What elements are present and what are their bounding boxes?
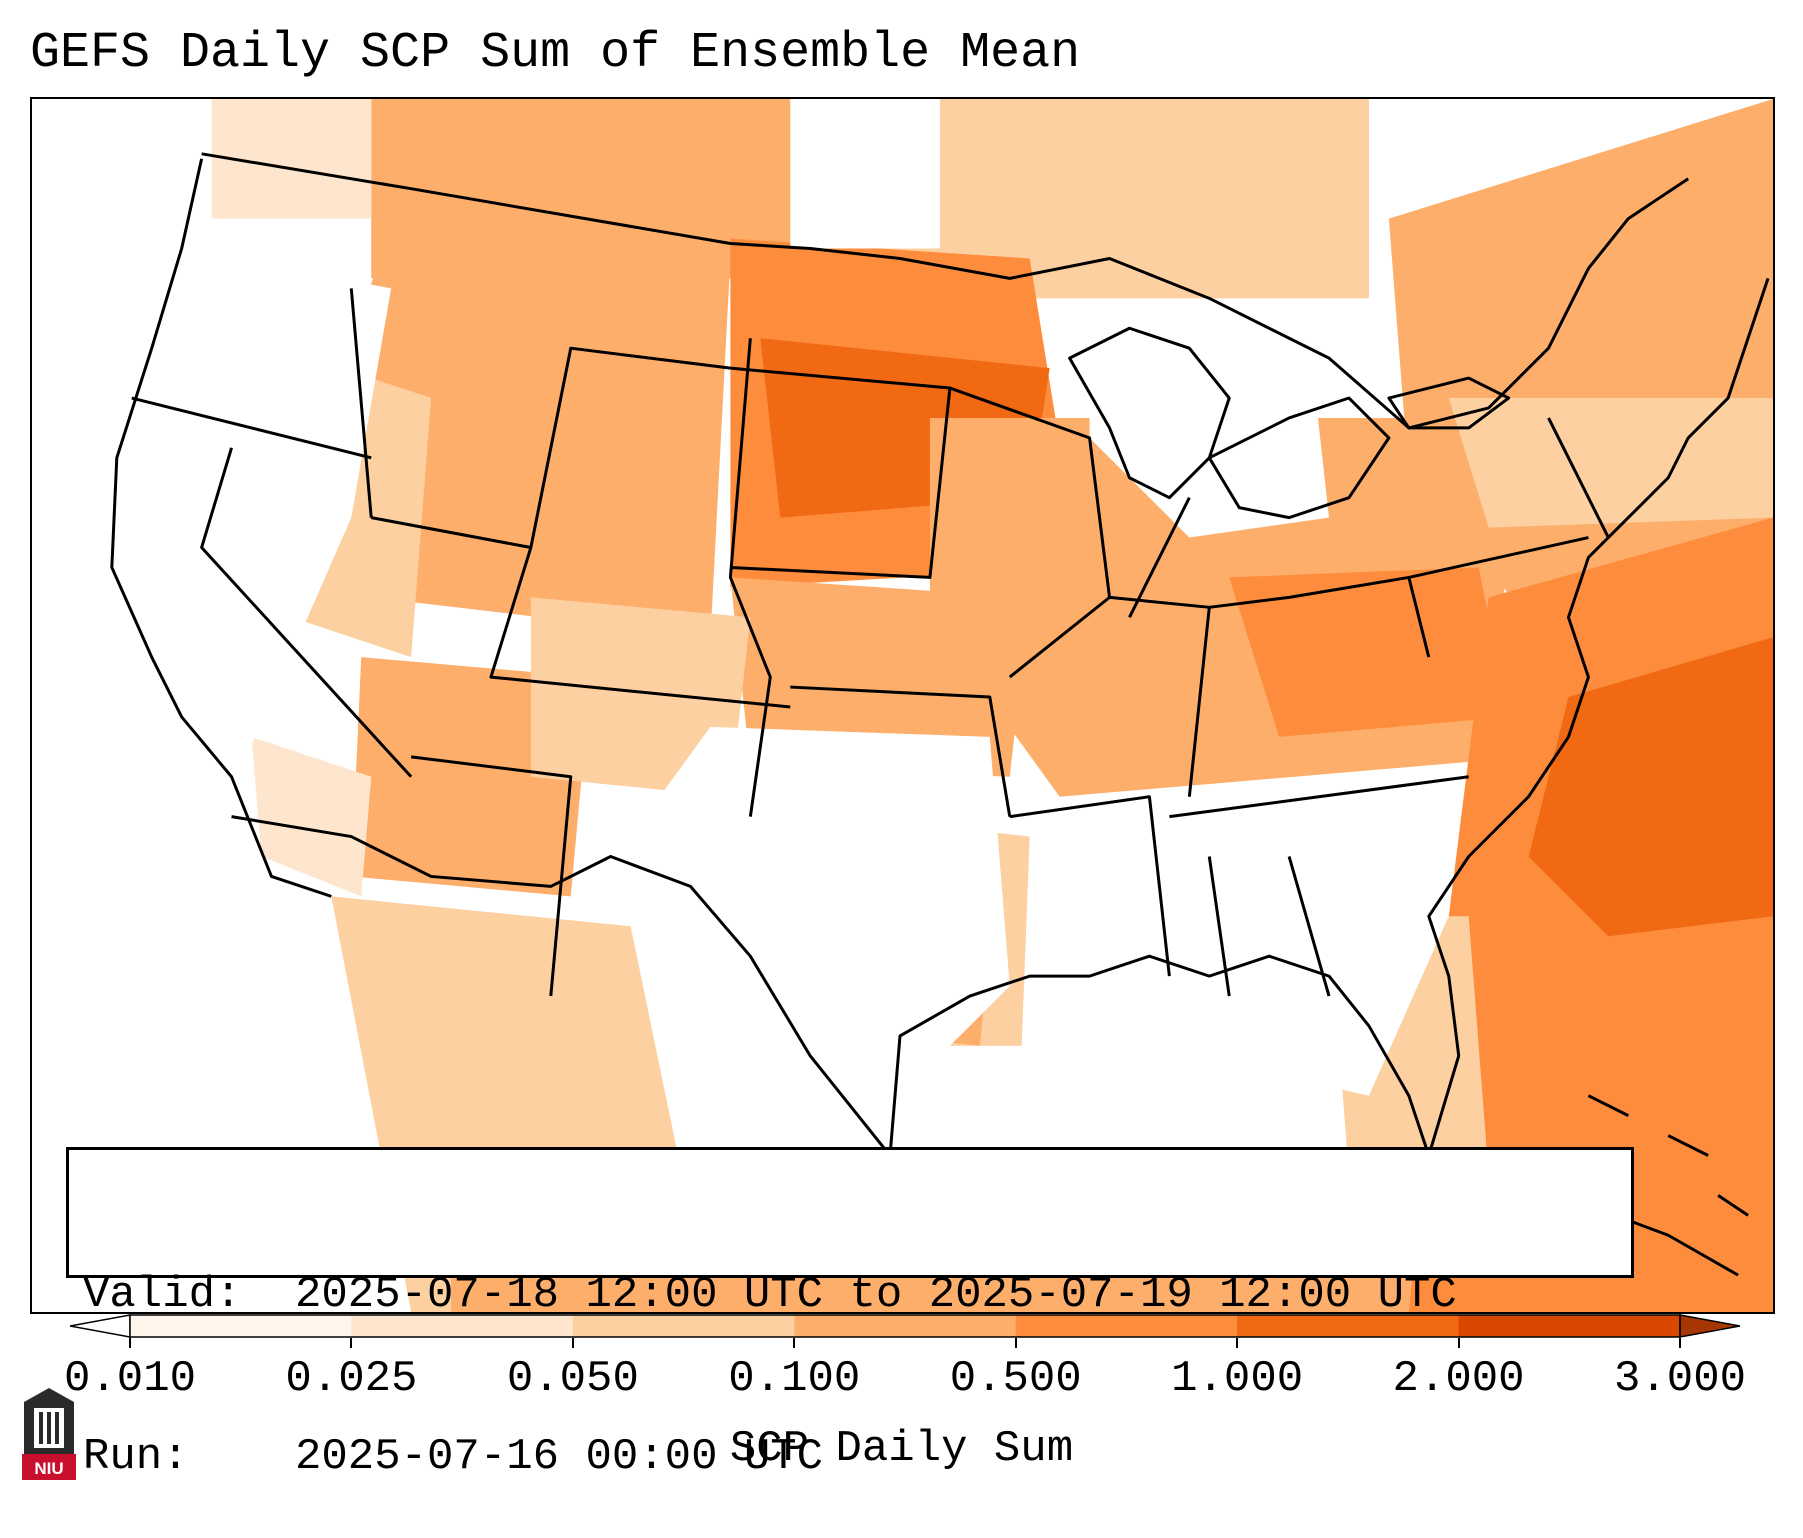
shade-ohio-valley	[1229, 567, 1509, 737]
border-canada	[201, 152, 1690, 430]
line-plains-west	[728, 338, 772, 817]
line-az-nm	[410, 755, 573, 997]
line-ks-ok	[790, 685, 1012, 817]
colorbar-tick-label: 0.010	[63, 1354, 197, 1404]
logo-text: NIU	[34, 1459, 63, 1478]
colorbar-over-arrow	[1679, 1314, 1740, 1338]
coast-gulf	[888, 954, 1431, 1156]
colorbar-outline	[129, 1314, 1681, 1338]
line-nv	[200, 447, 413, 778]
colorbar-tick	[1236, 1338, 1239, 1348]
validity-box: Valid: 2025-07-18 12:00 UTC to 2025-07-19…	[66, 1147, 1634, 1482]
line-al-ga	[1287, 856, 1331, 997]
line-ar-la	[1009, 795, 1171, 977]
valid-value: 2025-07-18 12:00 UTC to 2025-07-19 12:00…	[295, 1270, 1457, 1320]
colorbar-ticks: 0.010 0.025 0.050 0.100 0.500 1.000 2.000 3.000	[0, 1338, 1803, 1418]
shade-atlantic-max	[1528, 637, 1773, 937]
colorbar-tick	[793, 1338, 796, 1348]
run-row: Run: 2025-07-16 00:00 UTC	[83, 1430, 1617, 1484]
shade-colorado	[530, 597, 751, 797]
clear-great-lakes	[1089, 318, 1330, 538]
line-ut-co	[489, 547, 791, 709]
valid-label: Valid:	[83, 1270, 242, 1320]
colorbar-tick-label: 0.100	[728, 1354, 861, 1404]
line-oh-pa	[1209, 575, 1431, 658]
scp-map	[110, 99, 1773, 1312]
colorbar-tick-label: 0.050	[506, 1354, 639, 1404]
shade-kansas	[730, 577, 1030, 777]
shade-socal	[251, 736, 372, 897]
valid-row: Valid: 2025-07-18 12:00 UTC to 2025-07-19…	[83, 1268, 1617, 1322]
clear-west-coast	[111, 238, 392, 1096]
colorbar-segment	[1015, 1315, 1238, 1337]
colorbar	[70, 1314, 1740, 1338]
line-ia-mo	[949, 386, 1112, 679]
colorbar-tick-label: 3.000	[1613, 1354, 1747, 1404]
colorbar-segment	[351, 1315, 574, 1337]
coast-bahamas	[1587, 1094, 1749, 1217]
colorbar-tick-label: 2.000	[1392, 1354, 1525, 1404]
colorbar-segment	[1458, 1315, 1681, 1337]
colorbar-segment	[130, 1315, 352, 1337]
colorbar-segment	[1237, 1315, 1460, 1337]
shade-arizona	[351, 657, 591, 897]
map-panel	[30, 97, 1775, 1314]
colorbar-tick-label: 0.500	[949, 1354, 1082, 1404]
run-value: 2025-07-16 00:00 UTC	[295, 1432, 824, 1482]
coast-east	[1427, 277, 1770, 1156]
colorbar-under-arrow	[70, 1314, 131, 1338]
colorbar-tick	[1014, 1338, 1017, 1348]
scp-shading	[111, 99, 1773, 1312]
lake-ontario	[1387, 376, 1511, 430]
colorbar-tick-label: 1.000	[1171, 1354, 1304, 1404]
colorbar-tick	[350, 1338, 353, 1348]
line-tn-nc	[1169, 775, 1469, 819]
colorbar-segment	[572, 1315, 795, 1337]
lake-huron-erie	[1207, 396, 1391, 520]
shade-new-england	[1448, 398, 1773, 528]
line-sd-ne	[730, 366, 952, 579]
line-mi	[1128, 497, 1191, 618]
colorbar-tick	[1457, 1338, 1460, 1348]
border-mexico	[231, 815, 892, 1157]
line-ms-al	[1207, 856, 1231, 997]
map-title: GEFS Daily SCP Sum of Ensemble Mean	[30, 25, 1081, 82]
shade-northern-rockies	[331, 188, 731, 638]
colorbar-tick-label: 0.025	[285, 1354, 418, 1404]
coast-west	[110, 158, 332, 898]
niu-logo: NIU	[22, 1388, 76, 1480]
line-or-ca	[131, 396, 372, 460]
run-label: Run:	[83, 1432, 189, 1482]
colorbar-label: SCP Daily Sum	[729, 1424, 1074, 1474]
clear-texas	[630, 726, 1010, 1106]
line-ny-pa	[1408, 536, 1589, 579]
line-wa-id	[349, 288, 373, 518]
colorbar-tick	[571, 1338, 574, 1348]
clear-saskatchewan	[790, 99, 940, 249]
line-id-wy	[370, 346, 731, 550]
line-new-england	[1547, 417, 1610, 539]
colorbar-tick	[1679, 1338, 1681, 1348]
colorbar-segment	[794, 1315, 1017, 1337]
colorbar-tick	[129, 1338, 131, 1348]
